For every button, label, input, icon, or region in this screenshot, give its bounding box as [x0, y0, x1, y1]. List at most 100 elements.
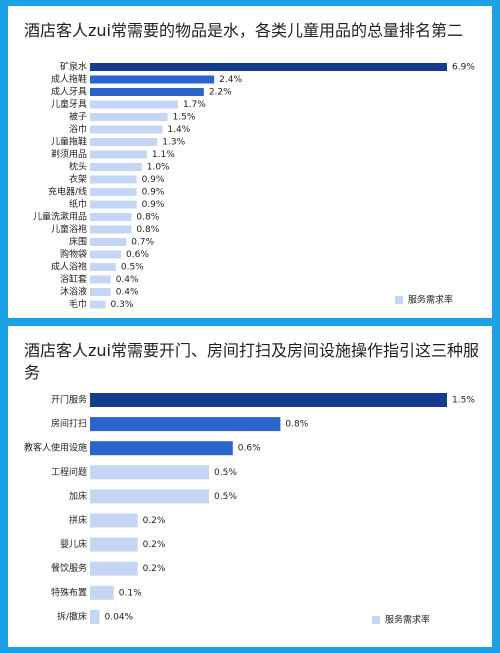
category-label: 房间打扫 — [51, 418, 87, 430]
bar — [90, 213, 132, 221]
category-label: 床围 — [69, 236, 87, 248]
value-label: 0.2% — [143, 540, 166, 550]
category-label: 纸巾 — [69, 198, 87, 210]
category-label: 沐浴液 — [60, 286, 87, 298]
bar — [90, 417, 281, 432]
category-label: 成人牙具 — [51, 86, 87, 98]
value-label: 1.5% — [173, 113, 196, 123]
bar — [90, 88, 204, 96]
value-label: 0.9% — [142, 175, 165, 185]
value-label: 1.7% — [183, 100, 206, 110]
value-label: 0.9% — [142, 188, 165, 198]
bar — [90, 537, 138, 552]
value-label: 2.4% — [219, 75, 242, 85]
bar — [90, 441, 233, 456]
bar — [90, 275, 111, 284]
bar — [90, 288, 111, 296]
bar — [90, 465, 209, 480]
category-label: 浴巾 — [69, 123, 87, 135]
category-label: 衣架 — [69, 173, 87, 185]
value-label: 1.4% — [167, 125, 190, 135]
bar — [90, 263, 116, 271]
value-label: 1.5% — [452, 396, 475, 406]
bar — [90, 489, 209, 504]
category-label: 儿童浴袍 — [51, 223, 87, 235]
category-label: 工程问题 — [51, 466, 87, 478]
bar — [90, 125, 163, 134]
bar — [90, 200, 137, 209]
value-label: 1.0% — [147, 163, 170, 173]
value-label: 0.6% — [238, 444, 261, 454]
category-label: 开门服务 — [51, 394, 87, 406]
category-label: 儿童拖鞋 — [51, 136, 87, 148]
bar — [90, 585, 114, 600]
category-label: 教客人使用设施 — [24, 442, 87, 454]
value-label: 6.9% — [452, 63, 475, 73]
value-label: 0.2% — [143, 516, 166, 526]
value-label: 2.2% — [209, 88, 232, 98]
category-label: 拼床 — [69, 514, 87, 526]
legend-swatch — [395, 296, 403, 304]
value-label: 0.4% — [116, 275, 139, 285]
bar — [90, 150, 147, 159]
value-label: 0.4% — [116, 288, 139, 298]
legend-label: 服务需求率 — [408, 294, 453, 306]
category-label: 被子 — [69, 111, 87, 123]
value-label: 0.8% — [136, 225, 159, 235]
bar — [90, 100, 178, 109]
category-label: 餐饮服务 — [51, 562, 87, 574]
chart-panel: 矿泉水 6.9% 成人拖鞋 2.4% 成人牙具 2.2% 儿童牙具 1.7% 被子 1.5% 浴巾 1… — [8, 6, 492, 318]
bar — [90, 513, 138, 528]
value-label: 0.2% — [143, 564, 166, 574]
value-label: 0.8% — [285, 420, 308, 430]
value-label: 0.3% — [111, 300, 134, 310]
value-label: 0.8% — [136, 213, 159, 223]
chart-title: 酒店客人zui常需要开门、房间打扫及房间设施操作指引这三种服务 — [24, 341, 479, 382]
category-label: 浴缸套 — [60, 273, 87, 285]
bar — [90, 225, 132, 234]
chart-title: 酒店客人zui常需要的物品是水，各类儿童用品的总量排名第二 — [24, 21, 463, 40]
bar — [90, 163, 142, 171]
category-label: 特殊布置 — [51, 586, 87, 598]
value-label: 0.5% — [121, 263, 144, 273]
category-label: 加床 — [69, 490, 87, 502]
bar — [90, 609, 100, 624]
value-label: 0.9% — [142, 200, 165, 210]
bar — [90, 75, 215, 84]
value-label: 1.1% — [152, 150, 175, 160]
category-label: 成人浴袍 — [51, 261, 87, 273]
bar — [90, 561, 138, 576]
category-label: 拆/撤床 — [57, 610, 87, 622]
value-label: 0.1% — [119, 588, 142, 598]
bar — [90, 250, 122, 259]
bar — [90, 63, 447, 71]
chart: 矿泉水 6.9% 成人拖鞋 2.4% 成人牙具 2.2% 儿童牙具 1.7% 被子 1.5% 浴巾 1… — [33, 61, 475, 311]
bar — [90, 238, 127, 246]
category-label: 毛巾 — [69, 298, 87, 310]
bar — [90, 188, 137, 196]
category-label: 矿泉水 — [60, 61, 87, 73]
value-label: 0.04% — [105, 612, 134, 622]
category-label: 剃须用品 — [51, 148, 87, 160]
value-label: 0.7% — [131, 238, 154, 248]
legend-label: 服务需求率 — [385, 614, 430, 626]
bar — [90, 300, 106, 309]
category-label: 儿童洗漱用品 — [33, 211, 87, 223]
chart-panel: 开门服务 1.5% 房间打扫 0.8% 教客人使用设施 0.6% 工程问题 0.5% 加床 0.5… — [8, 326, 492, 647]
bar — [90, 138, 158, 146]
bar — [90, 393, 447, 407]
category-label: 成人拖鞋 — [51, 73, 87, 85]
value-label: 0.6% — [126, 250, 149, 260]
value-label: 0.5% — [214, 468, 237, 478]
bar — [90, 175, 137, 184]
category-label: 购物袋 — [60, 248, 87, 260]
category-label: 枕头 — [69, 161, 87, 173]
value-label: 1.3% — [162, 138, 185, 148]
category-label: 充电器/线 — [48, 186, 87, 198]
bar — [90, 113, 168, 121]
value-label: 0.5% — [214, 492, 237, 502]
legend-swatch — [372, 616, 380, 624]
chart: 开门服务 1.5% 房间打扫 0.8% 教客人使用设施 0.6% 工程问题 0.5% 加床 0.5… — [24, 393, 475, 626]
category-label: 婴儿床 — [60, 538, 87, 550]
